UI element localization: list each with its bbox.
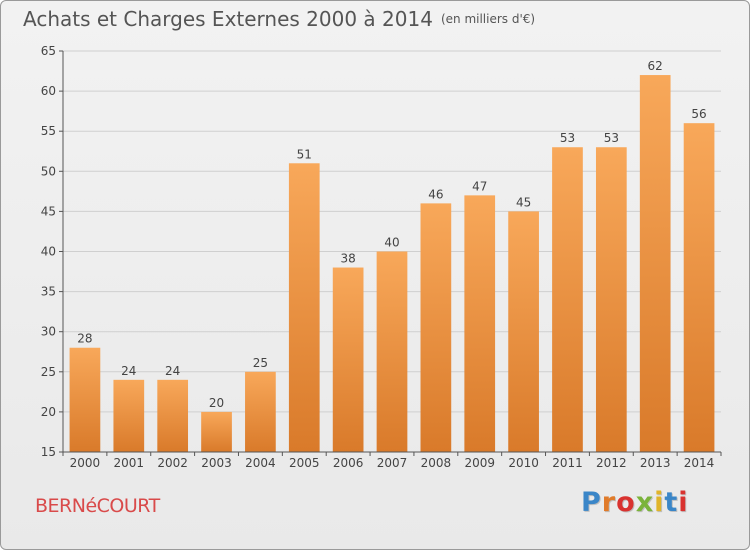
x-tick-label-2001: 2001 <box>114 456 145 470</box>
x-tick-label-2004: 2004 <box>245 456 276 470</box>
y-tick-label: 50 <box>41 164 56 178</box>
x-tick-label-2009: 2009 <box>464 456 495 470</box>
bar-2007 <box>376 251 408 452</box>
bar-2013 <box>639 75 671 452</box>
value-label-2012: 53 <box>604 131 619 145</box>
x-tick-label-2007: 2007 <box>377 456 408 470</box>
bar-2002 <box>157 379 189 452</box>
proxiti-logo: Proxiti <box>581 487 689 518</box>
x-tick-label-2000: 2000 <box>70 456 101 470</box>
x-tick-label-2010: 2010 <box>508 456 539 470</box>
logo-letter: r <box>601 487 617 518</box>
y-tick-label: 25 <box>41 365 56 379</box>
x-tick-label-2006: 2006 <box>333 456 364 470</box>
x-tick-label-2008: 2008 <box>421 456 452 470</box>
bar-2004 <box>245 371 276 452</box>
bar-2014 <box>683 123 715 453</box>
y-tick-label: 60 <box>41 84 56 98</box>
logo-letter: o <box>616 487 636 518</box>
chart-title: Achats et Charges Externes 2000 à 2014 (e… <box>23 7 535 31</box>
value-label-2014: 56 <box>691 107 706 121</box>
value-label-2007: 40 <box>384 236 399 250</box>
bar-2009 <box>464 195 496 453</box>
y-tick-label: 20 <box>41 405 56 419</box>
bar-2000 <box>69 347 101 452</box>
axes: 15 20 25 30 35 40 45 50 55 60 65 2000 2001 2002 2003 20… <box>41 44 722 470</box>
bar-2001 <box>113 379 145 452</box>
y-tick-label: 15 <box>41 445 56 459</box>
logo-letter: t <box>664 487 679 518</box>
x-tick-label-2005: 2005 <box>289 456 320 470</box>
value-label-2005: 51 <box>297 147 312 161</box>
value-label-2001: 24 <box>121 364 136 378</box>
value-label-2008: 46 <box>428 187 443 201</box>
y-tick-label: 45 <box>41 204 56 218</box>
value-label-2010: 45 <box>516 195 531 209</box>
value-label-2002: 24 <box>165 364 180 378</box>
logo-letter: i <box>654 487 665 518</box>
logo-letter: x <box>635 487 655 518</box>
unit-label: (en milliers d'€) <box>440 12 536 26</box>
bar-2010 <box>508 211 539 452</box>
value-label-2006: 38 <box>340 252 355 266</box>
bar-2006 <box>332 267 364 452</box>
x-tick-label-2014: 2014 <box>684 456 715 470</box>
y-tick-label: 30 <box>41 325 56 339</box>
x-tick-label-2002: 2002 <box>157 456 188 470</box>
value-label-2011: 53 <box>560 131 575 145</box>
title-text: Achats et Charges Externes 2000 à 2014 <box>23 7 433 31</box>
logo-letter: P <box>581 487 602 518</box>
value-label-2003: 20 <box>209 396 224 410</box>
y-tick-label: 40 <box>41 245 56 259</box>
y-tick-label: 65 <box>41 44 56 58</box>
value-label-2000: 28 <box>77 332 92 346</box>
value-label-2004: 25 <box>253 356 268 370</box>
x-tick-label-2011: 2011 <box>552 456 583 470</box>
x-tick-label-2012: 2012 <box>596 456 627 470</box>
bar-2012 <box>595 147 627 453</box>
x-tick-label-2003: 2003 <box>201 456 232 470</box>
x-tick-label-2013: 2013 <box>640 456 671 470</box>
bar-2005 <box>288 163 320 452</box>
bar-2003 <box>201 411 232 452</box>
value-label-2013: 62 <box>648 59 663 73</box>
logo-letter: i <box>678 487 689 518</box>
bar-2011 <box>552 147 583 453</box>
y-tick-label: 35 <box>41 285 56 299</box>
bars: 28 24 24 20 25 51 38 40 46 47 45 53 53 62 56 <box>69 59 715 453</box>
commune-name: BERNéCOURT <box>35 495 160 517</box>
y-tick-label: 55 <box>41 124 56 138</box>
value-label-2009: 47 <box>472 179 487 193</box>
bar-2008 <box>420 203 452 452</box>
